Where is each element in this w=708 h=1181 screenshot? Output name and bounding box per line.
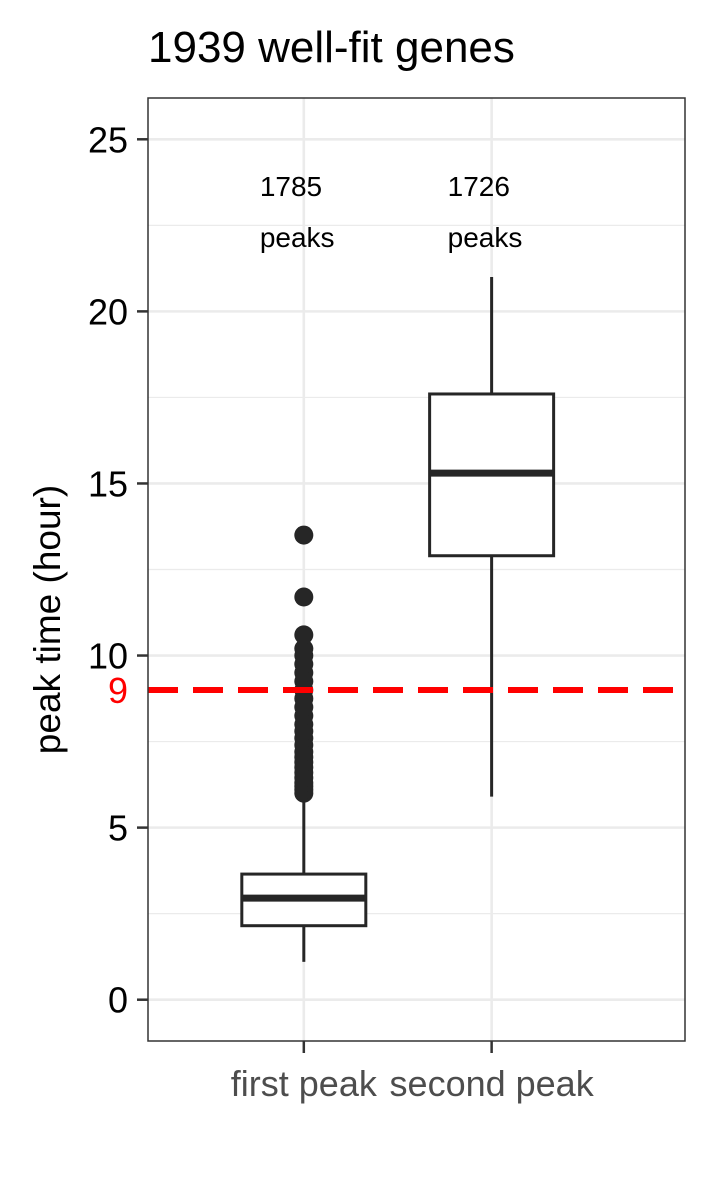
count-annotation: peaks — [260, 222, 335, 253]
count-annotation: peaks — [448, 222, 523, 253]
y-tick-label: 20 — [88, 291, 128, 332]
y-axis-label: peak time (hour) — [27, 485, 68, 754]
x-tick-label: second peak — [390, 1063, 595, 1104]
outlier-point — [294, 639, 314, 659]
count-annotation: 1785 — [260, 171, 322, 202]
outlier-point — [294, 525, 314, 545]
count-annotation: 1726 — [448, 171, 510, 202]
outlier-point — [294, 587, 314, 607]
y-tick-label: 0 — [108, 980, 128, 1021]
box-layer — [240, 276, 556, 962]
grid-lines — [148, 98, 685, 1041]
reference-line-label: 9 — [108, 670, 128, 711]
outlier-point — [294, 625, 314, 645]
y-tick-label: 5 — [108, 808, 128, 849]
annotation-layer: 1785 peaks 1726 peaks — [260, 171, 523, 253]
y-tick-label: 10 — [88, 636, 128, 677]
panel-border — [147, 97, 686, 1042]
y-tick-label: 25 — [88, 119, 128, 160]
chart-title: 1939 well-fit genes — [148, 23, 515, 72]
x-tick-label: first peak — [231, 1063, 378, 1104]
axis-layer: 0 5 10 15 20 25 9 first peak second peak — [88, 119, 595, 1104]
y-tick-label: 15 — [88, 463, 128, 504]
